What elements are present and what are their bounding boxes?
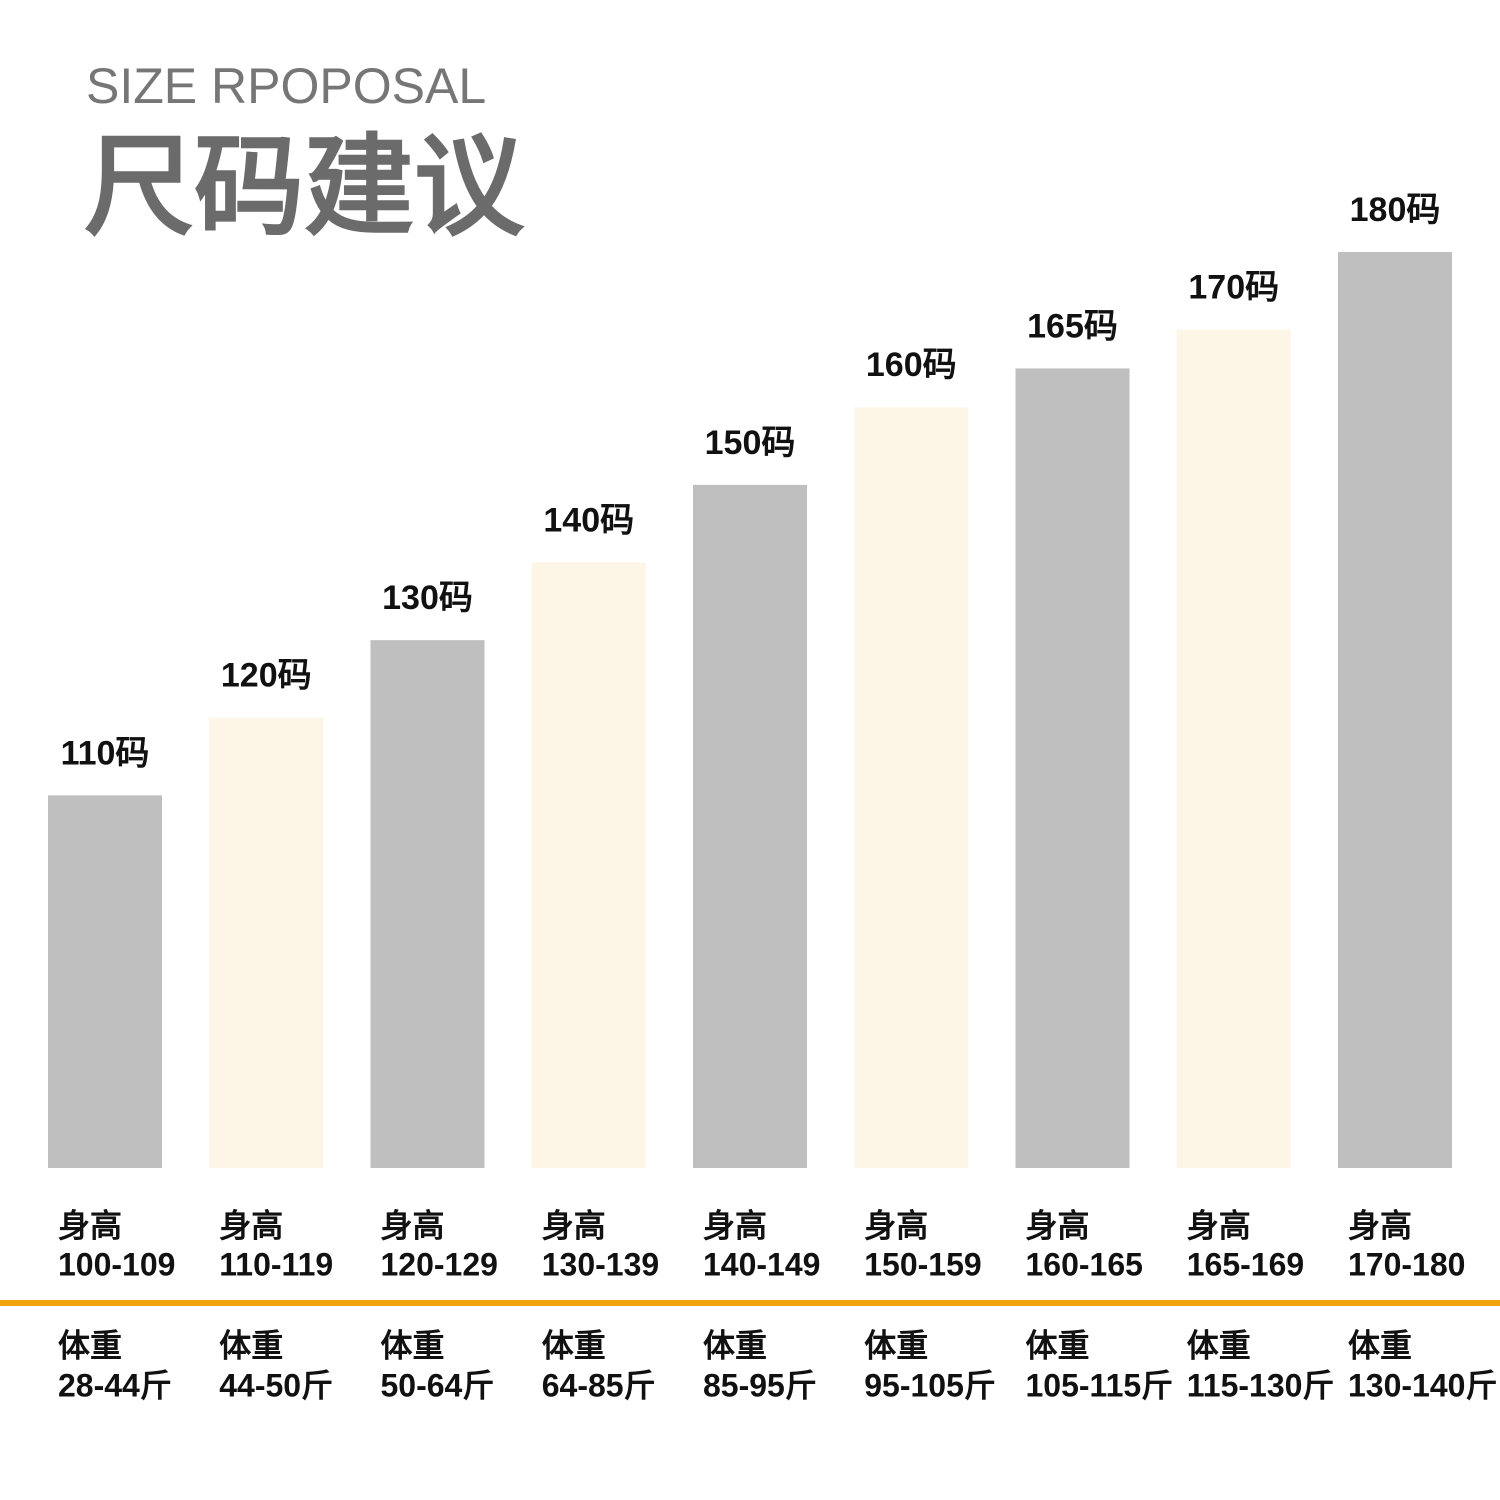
value-label: 130码: [382, 579, 473, 617]
x-tick-label: 140-149: [703, 1246, 820, 1282]
x-tick-label: 130-139: [542, 1246, 659, 1282]
bar: [1015, 368, 1130, 1168]
bar: [1176, 329, 1291, 1169]
value-label: 165码: [1027, 307, 1118, 345]
divider: [0, 1300, 1500, 1306]
weight-range: 105-115斤: [1026, 1367, 1174, 1403]
x-tick-label: 165-169: [1187, 1246, 1304, 1282]
value-label: 140码: [543, 501, 634, 539]
weight-range: 28-44斤: [58, 1367, 172, 1403]
bar: [209, 717, 324, 1168]
weight-range: 64-85斤: [542, 1367, 656, 1403]
chart-title: 尺码建议: [84, 126, 525, 249]
height-label: 身高: [381, 1207, 445, 1243]
height-label: 身高: [542, 1207, 606, 1243]
weight-label: 体重: [1187, 1327, 1251, 1363]
weight-range: 85-95斤: [703, 1367, 817, 1403]
value-label: 120码: [221, 657, 312, 695]
height-label: 身高: [864, 1207, 928, 1243]
weight-label: 体重: [542, 1327, 606, 1363]
height-label: 身高: [219, 1207, 283, 1243]
x-tick-label: 170-180: [1348, 1246, 1465, 1282]
x-tick-label: 110-119: [219, 1246, 333, 1282]
x-tick-label: 160-165: [1026, 1246, 1143, 1282]
height-label: 身高: [1026, 1207, 1090, 1243]
weight-label: 体重: [381, 1327, 445, 1363]
weight-label: 体重: [703, 1327, 767, 1363]
x-tick-label: 100-109: [58, 1246, 175, 1282]
weight-range: 115-130斤: [1187, 1367, 1335, 1403]
bar: [693, 484, 807, 1168]
bar: [48, 795, 162, 1168]
bar: [370, 640, 485, 1168]
bar: [854, 407, 969, 1168]
value-label: 180码: [1350, 191, 1441, 229]
weight-label: 体重: [58, 1327, 122, 1363]
weight-range: 130-140斤: [1348, 1367, 1497, 1403]
x-tick-label: 120-129: [381, 1246, 498, 1282]
weight-range: 44-50斤: [219, 1367, 333, 1403]
value-label: 110码: [61, 734, 150, 772]
height-label: 身高: [1187, 1207, 1251, 1243]
weight-label: 体重: [864, 1327, 928, 1363]
value-label: 170码: [1188, 269, 1279, 307]
value-label: 150码: [705, 424, 796, 462]
weight-label: 体重: [1026, 1327, 1090, 1363]
chart-subtitle: SIZE RPOPOSAL: [86, 58, 486, 114]
bar: [531, 562, 646, 1168]
height-label: 身高: [703, 1207, 767, 1243]
x-tick-label: 150-159: [864, 1246, 981, 1282]
weight-label: 体重: [219, 1327, 283, 1363]
value-label: 160码: [866, 346, 957, 384]
height-label: 身高: [58, 1207, 122, 1243]
height-label: 身高: [1348, 1207, 1412, 1243]
bar: [1338, 252, 1452, 1168]
weight-range: 50-64斤: [381, 1367, 495, 1403]
weight-range: 95-105斤: [864, 1367, 996, 1403]
weight-label: 体重: [1348, 1327, 1412, 1363]
